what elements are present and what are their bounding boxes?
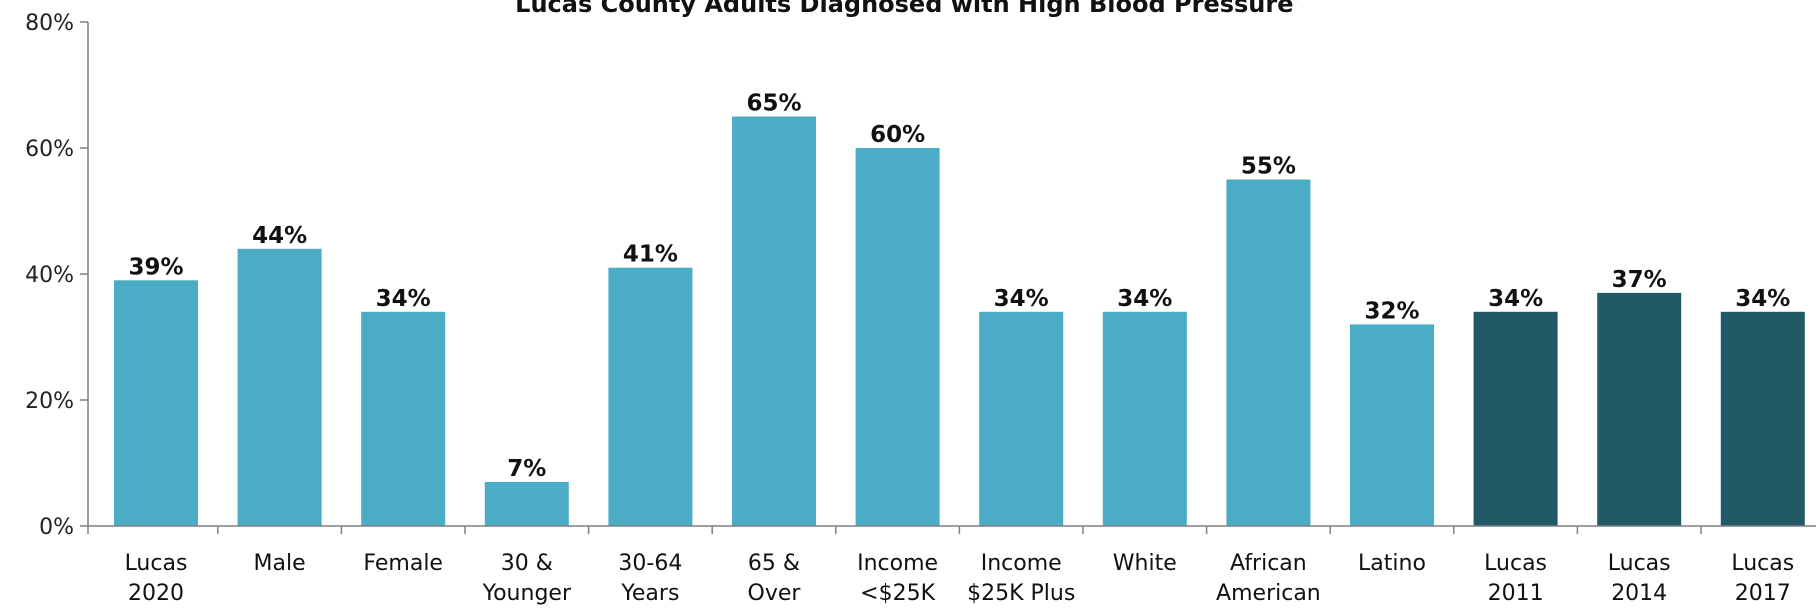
- category-label: Lucas 2014: [1608, 551, 1671, 606]
- category-label-line: Lucas: [125, 551, 188, 576]
- category-label-line: Years: [620, 581, 679, 606]
- data-label: 34%: [376, 286, 431, 312]
- category-label-line: 2020: [128, 581, 184, 606]
- category-label-line: African: [1230, 551, 1307, 576]
- category-label: Female: [363, 551, 443, 576]
- data-label: 7%: [507, 456, 546, 482]
- category-label-line: $25K Plus: [967, 581, 1075, 606]
- category-label: Male: [254, 551, 306, 576]
- category-label-line: White: [1113, 551, 1177, 576]
- category-label-line: 2014: [1611, 581, 1667, 606]
- category-label-line: Male: [254, 551, 306, 576]
- x-axis: Lucas 2020 Male Female 30 & Younger 30-64 Years…: [87, 525, 1816, 606]
- bar: [484, 481, 569, 526]
- bar: [979, 311, 1064, 526]
- data-label: 34%: [1735, 286, 1790, 312]
- category-label-line: Lucas: [1731, 551, 1794, 576]
- y-tick-label: 60%: [25, 137, 74, 162]
- category-label-line: Younger: [482, 581, 572, 606]
- bar: [1473, 311, 1558, 526]
- category-label: White: [1113, 551, 1177, 576]
- data-label: 39%: [128, 254, 183, 280]
- category-label-line: Latino: [1358, 551, 1426, 576]
- category-label-line: 65 &: [748, 551, 800, 576]
- bar: [1102, 311, 1187, 526]
- data-label: 65%: [746, 91, 801, 117]
- data-label: 34%: [994, 286, 1049, 312]
- category-label: Lucas 2011: [1484, 551, 1547, 606]
- bar: [114, 280, 198, 526]
- y-axis: 0% 20% 40% 60% 80%: [25, 11, 89, 540]
- bars: 39% 44% 34% 7% 41% 65% 60% 34% 34% 55% 32% 34% 37% 34…: [114, 91, 1805, 527]
- y-tick-label: 0%: [39, 515, 74, 540]
- category-label: 30-64 Years: [618, 551, 682, 606]
- data-label: 60%: [870, 122, 925, 148]
- category-label-line: 2011: [1488, 581, 1544, 606]
- bar: [1720, 311, 1805, 526]
- bar: [608, 267, 693, 526]
- data-label: 55%: [1241, 154, 1296, 180]
- category-label-line: 30 &: [501, 551, 553, 576]
- bar: [1226, 179, 1311, 526]
- y-tick-label: 20%: [25, 389, 74, 414]
- data-label: 41%: [623, 242, 678, 268]
- category-label: Income <$25K: [857, 551, 938, 606]
- bar: [855, 148, 940, 526]
- category-label-line: Over: [748, 581, 802, 606]
- chart-title: Lucas County Adults Diagnosed with High …: [515, 0, 1301, 18]
- bar: [1350, 324, 1434, 526]
- category-label-line: Lucas: [1608, 551, 1671, 576]
- chart-title-text: Lucas County Adults Diagnosed with High …: [515, 0, 1293, 18]
- chart-title-marker: *: [1293, 0, 1301, 8]
- category-label-line: 2017: [1735, 581, 1791, 606]
- bar: [1597, 292, 1682, 526]
- category-label: African American: [1216, 551, 1321, 606]
- category-label-line: <$25K: [860, 581, 935, 606]
- y-tick-label: 40%: [25, 263, 74, 288]
- category-label-line: Lucas: [1484, 551, 1547, 576]
- bar: [361, 311, 446, 526]
- y-tick-label: 80%: [25, 11, 74, 36]
- data-label: 37%: [1612, 267, 1667, 293]
- data-label: 34%: [1117, 286, 1172, 312]
- category-label-line: Income: [857, 551, 938, 576]
- category-label: Lucas 2020: [125, 551, 188, 606]
- category-label-line: Income: [981, 551, 1062, 576]
- category-label-line: Female: [363, 551, 443, 576]
- bar: [237, 248, 322, 527]
- category-label: Lucas 2017: [1731, 551, 1794, 606]
- category-label: Income $25K Plus: [967, 551, 1075, 606]
- category-label: 65 & Over: [748, 551, 802, 606]
- bar: [732, 116, 816, 526]
- data-label: 44%: [252, 223, 307, 249]
- category-label: Latino: [1358, 551, 1426, 576]
- category-label-line: 30-64: [618, 551, 682, 576]
- category-label-line: American: [1216, 581, 1321, 606]
- category-label: 30 & Younger: [482, 551, 572, 606]
- data-label: 32%: [1364, 298, 1419, 324]
- data-label: 34%: [1488, 286, 1543, 312]
